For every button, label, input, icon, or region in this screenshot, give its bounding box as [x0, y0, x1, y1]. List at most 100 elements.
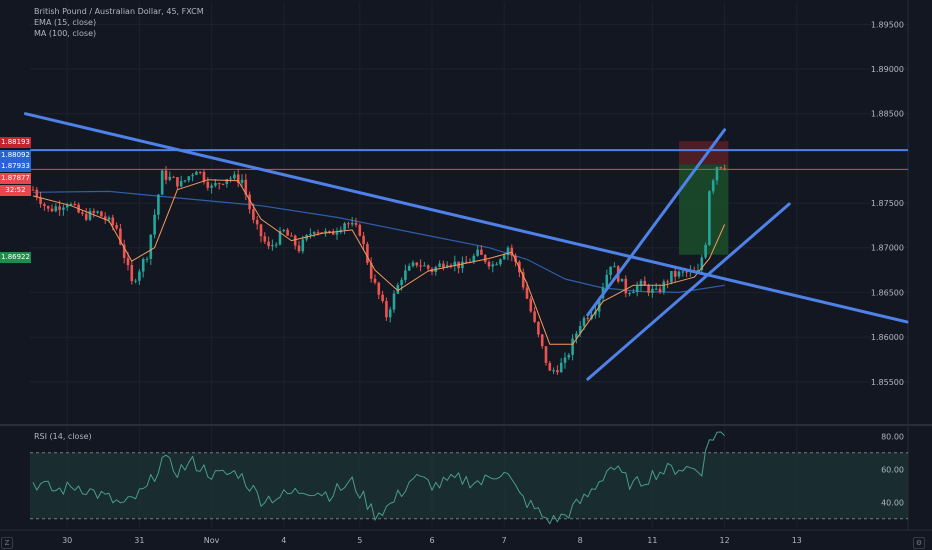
- candle-body: [252, 209, 255, 220]
- candle-body: [411, 262, 415, 267]
- candle-body: [274, 244, 278, 246]
- candle-body: [122, 244, 126, 259]
- candle-body: [301, 239, 305, 252]
- candle-body: [172, 176, 175, 178]
- rsi-legend[interactable]: RSI (14, close): [34, 432, 92, 441]
- axes: 1.89500 1.89000 1.88500 1.87500 1.87000 1.865…: [62, 20, 904, 545]
- y-tick-label: 1.87500: [871, 199, 904, 208]
- candle-body: [225, 179, 229, 184]
- y-tick-label: 1.87000: [871, 244, 904, 253]
- candle-body: [453, 261, 457, 266]
- ema-legend[interactable]: EMA (15, close): [34, 18, 97, 27]
- y-tick-label: 1.86000: [871, 333, 904, 342]
- candle-body: [464, 261, 468, 263]
- candle-body: [217, 183, 221, 185]
- candle-body: [480, 249, 483, 255]
- candle-body: [624, 278, 628, 294]
- candle-body: [138, 271, 141, 281]
- candle-body: [149, 234, 153, 259]
- candle-body: [483, 254, 487, 262]
- candle-body: [50, 208, 54, 212]
- candle-body: [502, 255, 506, 260]
- ma-legend[interactable]: MA (100, close): [34, 29, 97, 38]
- candle-body: [704, 244, 707, 258]
- candle-body: [521, 272, 525, 288]
- x-tick-label: 12: [720, 536, 730, 545]
- candle-body: [221, 183, 225, 185]
- candle-body: [647, 285, 650, 293]
- candle-body: [39, 197, 42, 205]
- candle-body: [723, 168, 726, 170]
- y-tick-label: 1.86500: [871, 288, 904, 297]
- candle-body: [366, 244, 369, 264]
- timezone-icon[interactable]: Z: [1, 537, 13, 549]
- candle-body: [476, 249, 479, 256]
- candle-body: [176, 177, 179, 187]
- x-tick-label: 7: [502, 536, 507, 545]
- candle-body: [567, 354, 571, 358]
- grid: [0, 0, 932, 531]
- y-tick-label: 1.89000: [871, 65, 904, 74]
- candle-body: [248, 194, 251, 210]
- candle-body: [426, 265, 430, 269]
- trendline: [23, 112, 909, 324]
- symbol-title[interactable]: British Pound / Australian Dollar, 45, F…: [34, 7, 204, 16]
- candle-body: [658, 288, 662, 293]
- trendline: [586, 128, 727, 317]
- candle-body: [438, 263, 441, 267]
- candle-body: [297, 245, 301, 252]
- candle-body: [662, 281, 666, 293]
- y-tick-label: 1.85500: [871, 378, 904, 387]
- candle-body: [316, 232, 320, 234]
- candle-body: [673, 271, 677, 277]
- candle-body: [385, 301, 388, 318]
- candle-body: [328, 231, 331, 233]
- candle-body: [290, 235, 293, 237]
- candle-body: [506, 247, 510, 256]
- candle-body: [670, 271, 673, 283]
- candle-body: [324, 231, 327, 234]
- rsi-line: [32, 431, 725, 525]
- candle-body: [153, 214, 156, 235]
- rsi-tick-label: 80.00: [881, 432, 904, 441]
- candle-body: [347, 223, 350, 225]
- x-tick-label: 31: [134, 536, 144, 545]
- candle-body: [639, 280, 643, 286]
- candle-body: [719, 167, 723, 169]
- candle-body: [472, 255, 476, 263]
- candle-body: [563, 357, 567, 363]
- candle-body: [43, 204, 46, 206]
- x-tick-label: 30: [62, 536, 72, 545]
- rsi-pane: [30, 431, 908, 525]
- candle-body: [597, 298, 601, 312]
- candle-body: [461, 261, 464, 269]
- candle-body: [62, 207, 65, 210]
- trendlines[interactable]: [23, 112, 909, 381]
- candle-body: [233, 174, 236, 179]
- candle-body: [404, 270, 407, 280]
- candle-body: [350, 222, 354, 225]
- ema-15-path: [32, 179, 726, 345]
- candle-body: [700, 257, 704, 270]
- candle-body: [263, 236, 267, 242]
- rsi-tick-label: 40.00: [881, 498, 904, 507]
- candle-body: [100, 211, 103, 217]
- candle-body: [537, 321, 540, 335]
- candle-body: [635, 285, 639, 292]
- candle-body: [293, 235, 297, 246]
- candle-body: [400, 279, 403, 286]
- candle-body: [685, 271, 688, 273]
- x-tick-label: 11: [647, 536, 657, 545]
- candle-body: [377, 282, 381, 295]
- candle-body: [259, 224, 263, 237]
- candle-body: [571, 338, 574, 355]
- price-tag: 1.87933: [0, 161, 31, 172]
- candle-body: [191, 174, 194, 177]
- candle-body: [548, 362, 552, 371]
- candle-body: [214, 183, 217, 186]
- candle-body: [335, 232, 339, 235]
- settings-gear-icon[interactable]: ⚙: [913, 537, 925, 549]
- candle-body: [423, 265, 426, 267]
- candle-body: [715, 167, 719, 181]
